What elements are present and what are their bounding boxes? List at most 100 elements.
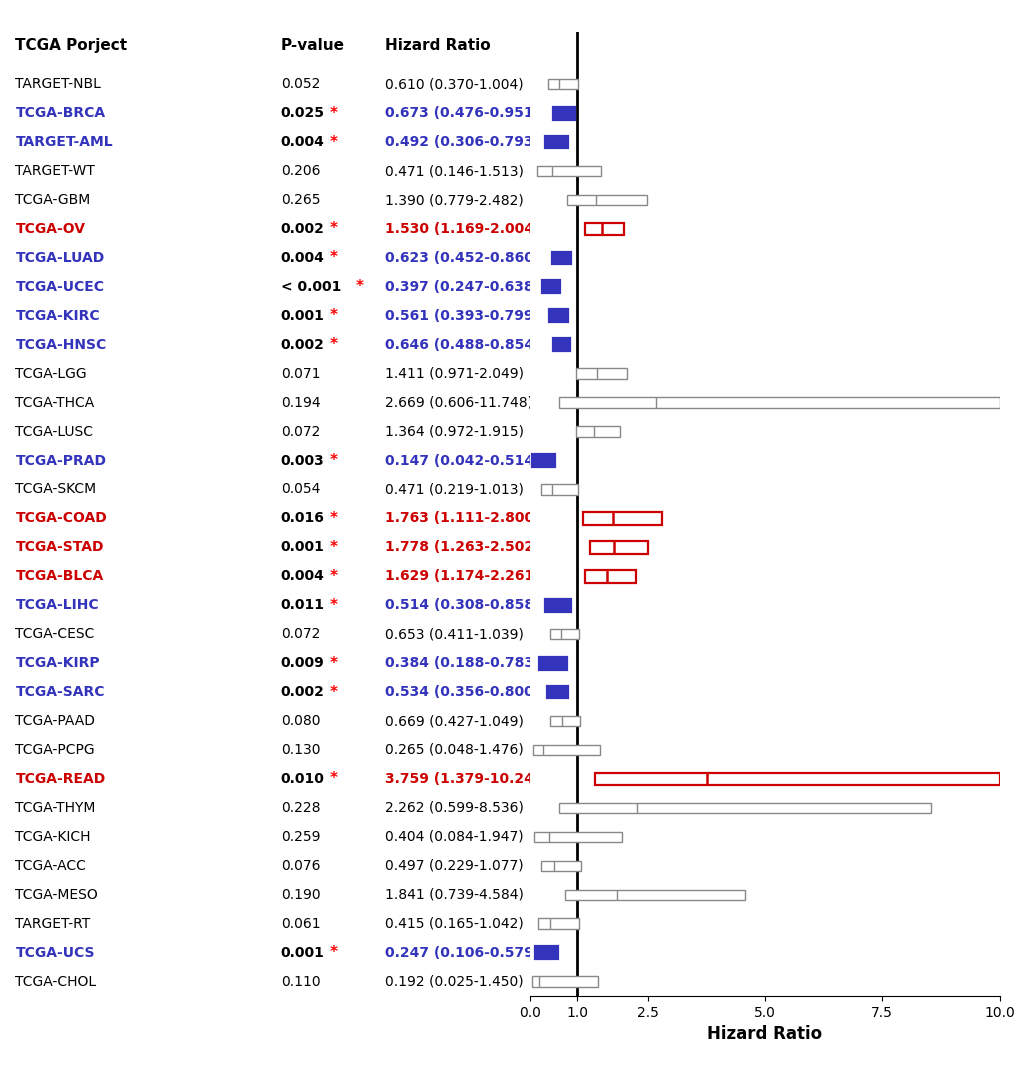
Text: 1.763 (1.111-2.800): 1.763 (1.111-2.800) — [384, 512, 540, 526]
Text: *: * — [330, 308, 337, 323]
Text: 0.259: 0.259 — [280, 830, 320, 844]
Bar — [535, 947, 557, 959]
Bar — [544, 599, 570, 612]
Text: *: * — [330, 106, 337, 121]
Text: TCGA-HNSC: TCGA-HNSC — [15, 337, 107, 351]
Text: *: * — [356, 280, 364, 295]
Bar — [538, 919, 579, 929]
Text: *: * — [330, 222, 337, 237]
Text: 0.384 (0.188-0.783): 0.384 (0.188-0.783) — [384, 657, 540, 670]
Text: 0.192 (0.025-1.450): 0.192 (0.025-1.450) — [384, 975, 523, 989]
Bar — [544, 136, 567, 149]
Text: 0.061: 0.061 — [280, 917, 320, 931]
Text: 0.147 (0.042-0.514): 0.147 (0.042-0.514) — [384, 453, 540, 468]
Text: TCGA-THYM: TCGA-THYM — [15, 801, 96, 815]
Text: TCGA-CESC: TCGA-CESC — [15, 628, 95, 642]
Text: TCGA-THCA: TCGA-THCA — [15, 395, 95, 409]
Text: 1.629 (1.174-2.261): 1.629 (1.174-2.261) — [384, 570, 540, 584]
Bar — [585, 223, 624, 236]
Text: 1.778 (1.263-2.502): 1.778 (1.263-2.502) — [384, 541, 540, 555]
Text: TARGET-WT: TARGET-WT — [15, 164, 95, 178]
Text: 0.052: 0.052 — [280, 77, 320, 91]
Text: 0.025: 0.025 — [280, 106, 324, 120]
Text: < 0.001: < 0.001 — [280, 280, 340, 293]
Bar — [567, 195, 646, 206]
Bar — [548, 310, 568, 322]
Text: TCGA-COAD: TCGA-COAD — [15, 512, 107, 526]
Text: 0.623 (0.452-0.860): 0.623 (0.452-0.860) — [384, 251, 539, 265]
Text: 0.011: 0.011 — [280, 599, 324, 613]
Bar — [541, 281, 559, 293]
Text: TCGA Porject: TCGA Porject — [15, 37, 127, 52]
Bar — [565, 890, 745, 900]
Text: 3.759 (1.379-10.243): 3.759 (1.379-10.243) — [384, 772, 549, 786]
Text: TCGA-KIRC: TCGA-KIRC — [15, 308, 100, 322]
Bar — [552, 107, 575, 120]
Text: *: * — [330, 684, 337, 699]
Text: TCGA-LUAD: TCGA-LUAD — [15, 251, 105, 265]
Text: Hizard Ratio: Hizard Ratio — [384, 37, 490, 52]
Text: 0.004: 0.004 — [280, 251, 324, 265]
Text: 0.076: 0.076 — [280, 859, 320, 873]
Text: TCGA-KIRP: TCGA-KIRP — [15, 657, 100, 670]
Text: TCGA-KICH: TCGA-KICH — [15, 830, 91, 844]
Text: TCGA-UCS: TCGA-UCS — [15, 946, 95, 960]
Text: *: * — [330, 251, 337, 266]
Text: 0.471 (0.219-1.013): 0.471 (0.219-1.013) — [384, 482, 523, 497]
Bar — [546, 685, 568, 698]
Text: 0.071: 0.071 — [280, 366, 320, 380]
Text: TARGET-NBL: TARGET-NBL — [15, 77, 101, 91]
Bar — [594, 772, 999, 785]
Text: TCGA-LGG: TCGA-LGG — [15, 366, 87, 380]
Bar — [576, 368, 626, 379]
Text: 2.669 (0.606-11.748): 2.669 (0.606-11.748) — [384, 395, 532, 409]
Text: TCGA-STAD: TCGA-STAD — [15, 541, 104, 555]
Text: 0.610 (0.370-1.004): 0.610 (0.370-1.004) — [384, 77, 523, 91]
Bar — [534, 831, 622, 842]
Text: *: * — [330, 655, 337, 670]
Bar — [582, 512, 661, 525]
Text: TCGA-PRAD: TCGA-PRAD — [15, 453, 106, 468]
Text: *: * — [330, 771, 337, 786]
Bar — [558, 802, 930, 813]
X-axis label: Hizard Ratio: Hizard Ratio — [707, 1025, 821, 1043]
Bar — [539, 657, 567, 669]
Bar — [541, 861, 581, 871]
Text: *: * — [330, 540, 337, 555]
Text: TARGET-AML: TARGET-AML — [15, 135, 113, 149]
Text: TCGA-GBM: TCGA-GBM — [15, 193, 91, 207]
Text: 0.054: 0.054 — [280, 482, 320, 497]
Bar — [551, 252, 571, 265]
Text: 0.228: 0.228 — [280, 801, 320, 815]
Text: *: * — [330, 569, 337, 584]
Text: 0.080: 0.080 — [280, 714, 320, 728]
Text: *: * — [330, 135, 337, 150]
Bar — [540, 484, 578, 495]
Text: *: * — [330, 337, 337, 352]
Bar — [531, 977, 598, 986]
Bar — [550, 715, 579, 726]
Text: *: * — [330, 598, 337, 613]
Bar — [532, 454, 554, 467]
Text: TCGA-MESO: TCGA-MESO — [15, 888, 98, 902]
Text: TCGA-PAAD: TCGA-PAAD — [15, 714, 96, 728]
Text: 0.002: 0.002 — [280, 222, 324, 236]
Text: TCGA-ACC: TCGA-ACC — [15, 859, 87, 873]
Text: 0.404 (0.084-1.947): 0.404 (0.084-1.947) — [384, 830, 523, 844]
Text: 0.247 (0.106-0.579): 0.247 (0.106-0.579) — [384, 946, 539, 960]
Text: 0.002: 0.002 — [280, 337, 324, 351]
Text: 0.003: 0.003 — [280, 453, 324, 468]
Text: 1.390 (0.779-2.482): 1.390 (0.779-2.482) — [384, 193, 523, 207]
Text: 0.190: 0.190 — [280, 888, 320, 902]
Text: 0.004: 0.004 — [280, 570, 324, 584]
Text: 1.530 (1.169-2.004): 1.530 (1.169-2.004) — [384, 222, 540, 236]
Text: *: * — [330, 511, 337, 526]
Text: 0.110: 0.110 — [280, 975, 320, 989]
Text: 0.653 (0.411-1.039): 0.653 (0.411-1.039) — [384, 628, 523, 642]
Text: TCGA-SKCM: TCGA-SKCM — [15, 482, 97, 497]
Text: 0.072: 0.072 — [280, 628, 320, 642]
Bar — [576, 426, 620, 437]
Text: TCGA-SARC: TCGA-SARC — [15, 685, 105, 699]
Text: 0.514 (0.308-0.858): 0.514 (0.308-0.858) — [384, 599, 540, 613]
Text: 0.471 (0.146-1.513): 0.471 (0.146-1.513) — [384, 164, 523, 178]
